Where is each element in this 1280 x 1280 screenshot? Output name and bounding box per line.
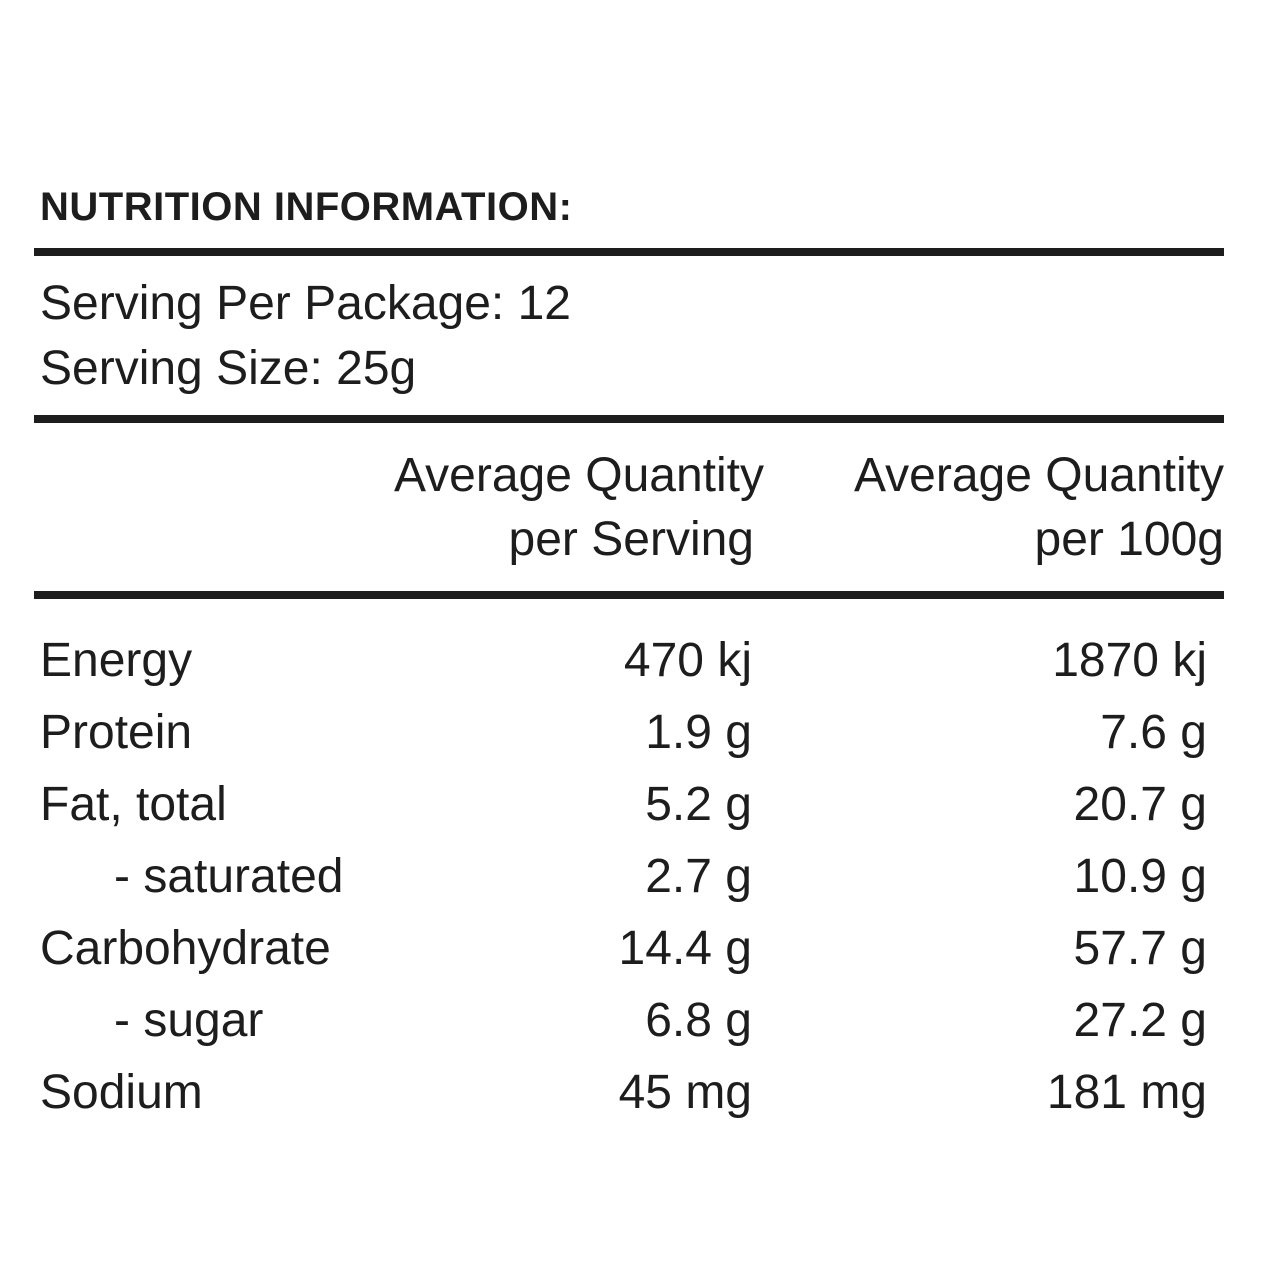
nutrition-title: NUTRITION INFORMATION: <box>40 185 573 229</box>
row-value-per-100g: 57.7 g <box>1073 922 1207 975</box>
row-label: Protein <box>40 706 193 759</box>
row-value-per-serving: 5.2 g <box>645 778 752 831</box>
serving-info: Serving Per Package: 12 Serving Size: 25… <box>40 271 571 401</box>
row-value-per-serving: 45 mg <box>618 1066 752 1119</box>
row-value-per-100g: 7.6 g <box>1100 706 1207 759</box>
divider-serving <box>34 415 1224 423</box>
table-row-sugar: - sugar 6.8 g 27.2 g <box>34 985 1224 1057</box>
row-value-per-serving: 6.8 g <box>645 994 752 1047</box>
table-row-carbohydrate: Carbohydrate 14.4 g 57.7 g <box>34 913 1224 985</box>
row-label: - sugar <box>114 994 264 1047</box>
row-label: - saturated <box>114 850 344 903</box>
column-headers: Average Quantity per Serving Average Qua… <box>34 444 1224 572</box>
row-label: Carbohydrate <box>40 922 331 975</box>
table-row-energy: Energy 470 kj 1870 kj <box>34 625 1224 697</box>
column-header-per-serving-line2: per Serving <box>508 513 754 566</box>
column-header-per-100g-line2: per 100g <box>1034 513 1225 566</box>
table-row-fat-total: Fat, total 5.2 g 20.7 g <box>34 769 1224 841</box>
row-value-per-100g: 181 mg <box>1046 1066 1207 1119</box>
row-value-per-100g: 10.9 g <box>1073 850 1207 903</box>
nutrition-table: Energy 470 kj 1870 kj Protein 1.9 g 7.6 … <box>34 625 1224 1129</box>
row-value-per-serving: 2.7 g <box>645 850 752 903</box>
table-row-protein: Protein 1.9 g 7.6 g <box>34 697 1224 769</box>
row-value-per-100g: 20.7 g <box>1073 778 1207 831</box>
divider-header <box>34 591 1224 599</box>
column-header-per-serving-line1: Average Quantity <box>394 449 765 502</box>
column-header-per-100g-line1: Average Quantity <box>853 449 1224 502</box>
divider-top <box>34 248 1224 256</box>
row-label: Fat, total <box>40 778 227 831</box>
row-value-per-100g: 27.2 g <box>1073 994 1207 1047</box>
column-header-per-100g: Average Quantity per 100g <box>754 444 1224 572</box>
row-value-per-serving: 1.9 g <box>645 706 752 759</box>
table-row-saturated: - saturated 2.7 g 10.9 g <box>34 841 1224 913</box>
table-row-sodium: Sodium 45 mg 181 mg <box>34 1057 1224 1129</box>
row-label: Energy <box>40 634 193 687</box>
row-label: Sodium <box>40 1066 203 1119</box>
serving-size: Serving Size: 25g <box>40 342 417 395</box>
row-value-per-serving: 470 kj <box>623 634 752 687</box>
serving-per-package: Serving Per Package: 12 <box>40 277 571 330</box>
row-value-per-serving: 14.4 g <box>618 922 752 975</box>
column-header-per-serving: Average Quantity per Serving <box>394 444 765 572</box>
row-value-per-100g: 1870 kj <box>1052 634 1207 687</box>
